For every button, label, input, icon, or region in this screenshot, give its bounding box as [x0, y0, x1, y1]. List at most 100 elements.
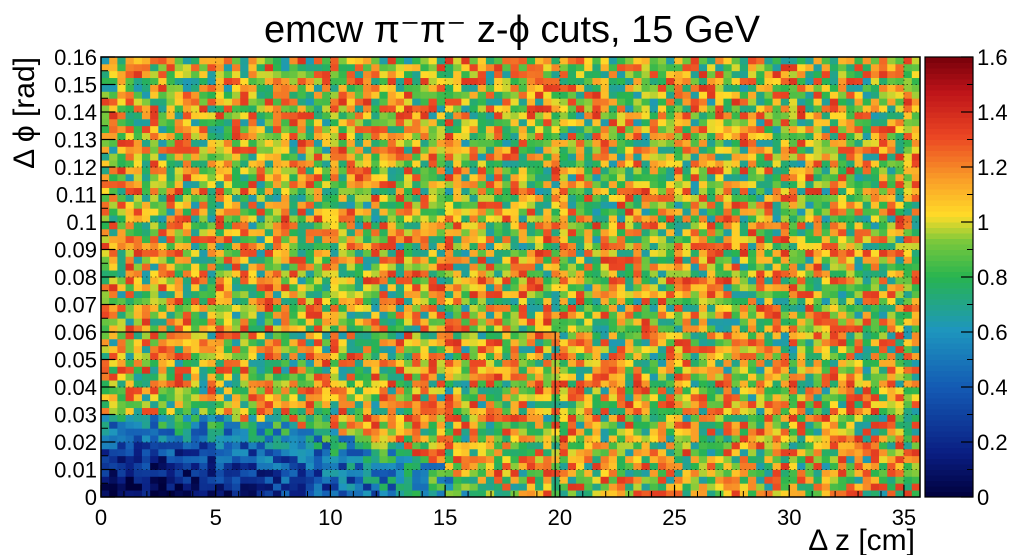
- heatmap-cell: [363, 139, 372, 147]
- heatmap-cell: [395, 311, 405, 319]
- heatmap-cell: [690, 57, 700, 65]
- heatmap-cell: [600, 311, 610, 319]
- heatmap-cell: [584, 187, 593, 195]
- heatmap-cell: [616, 77, 626, 85]
- heatmap-cell: [567, 153, 577, 161]
- heatmap-cell: [436, 91, 446, 99]
- heatmap-cell: [567, 435, 577, 443]
- heatmap-cell: [199, 63, 208, 72]
- heatmap-cell: [559, 490, 569, 498]
- heatmap-cell: [444, 98, 454, 106]
- heatmap-cell: [371, 442, 380, 450]
- heatmap-cell: [428, 277, 438, 285]
- heatmap-cell: [363, 428, 372, 436]
- heatmap-cell: [395, 490, 405, 498]
- heatmap-cell: [633, 490, 642, 498]
- heatmap-cell: [608, 283, 618, 292]
- heatmap-cell: [690, 359, 700, 367]
- heatmap-cell: [101, 139, 110, 147]
- heatmap-cell: [305, 297, 315, 305]
- heatmap-cell: [674, 490, 683, 498]
- heatmap-cell: [223, 256, 233, 264]
- heatmap-cell: [428, 393, 438, 402]
- heatmap-cell: [625, 435, 634, 443]
- heatmap-cell: [354, 125, 364, 134]
- heatmap-cell: [502, 373, 511, 381]
- heatmap-cell: [281, 277, 290, 285]
- heatmap-cell: [174, 98, 184, 106]
- heatmap-cell: [510, 311, 520, 319]
- heatmap-cell: [338, 318, 348, 326]
- heatmap-cell: [682, 222, 692, 230]
- heatmap-cell: [584, 146, 593, 154]
- heatmap-cell: [477, 208, 487, 216]
- heatmap-cell: [363, 359, 372, 367]
- heatmap-cell: [576, 77, 585, 85]
- heatmap-cell: [379, 57, 389, 65]
- heatmap-cell: [526, 77, 536, 85]
- heatmap-cell: [281, 222, 290, 230]
- heatmap-cell: [731, 105, 741, 113]
- heatmap-cell: [109, 57, 118, 65]
- heatmap-cell: [428, 167, 438, 175]
- heatmap-cell: [633, 201, 642, 209]
- heatmap-cell: [207, 338, 217, 347]
- heatmap-cell: [535, 373, 544, 381]
- heatmap-cell: [576, 160, 585, 168]
- heatmap-cell: [141, 263, 151, 271]
- heatmap-cell: [535, 70, 544, 79]
- heatmap-cell: [559, 77, 569, 85]
- heatmap-cell: [453, 283, 462, 292]
- heatmap-cell: [551, 318, 561, 326]
- heatmap-cell: [567, 373, 577, 381]
- heatmap-cell: [584, 490, 593, 498]
- heatmap-cell: [313, 366, 323, 374]
- heatmap-cell: [248, 70, 258, 79]
- heatmap-cell: [363, 345, 372, 354]
- heatmap-cell: [584, 208, 593, 216]
- heatmap-cell: [109, 421, 118, 429]
- heatmap-cell: [248, 297, 258, 305]
- heatmap-cell: [240, 118, 249, 127]
- heatmap-cell: [510, 57, 520, 65]
- heatmap-cell: [199, 476, 208, 484]
- heatmap-cell: [182, 98, 192, 106]
- heatmap-cell: [428, 70, 438, 79]
- heatmap-cell: [633, 359, 642, 367]
- heatmap-cell: [330, 98, 339, 106]
- heatmap-cell: [666, 235, 675, 244]
- heatmap-cell: [510, 249, 520, 257]
- heatmap-cell: [641, 84, 651, 92]
- heatmap-cell: [232, 277, 241, 285]
- heatmap-cell: [264, 483, 274, 491]
- heatmap-cell: [117, 428, 126, 436]
- heatmap-cell: [240, 215, 249, 223]
- heatmap-cell: [461, 208, 470, 216]
- heatmap-cell: [494, 380, 503, 388]
- heatmap-cell: [502, 256, 511, 264]
- heatmap-cell: [649, 380, 659, 388]
- heatmap-cell: [240, 428, 249, 436]
- heatmap-cell: [101, 98, 110, 106]
- heatmap-cell: [428, 125, 438, 134]
- heatmap-cell: [158, 400, 167, 409]
- heatmap-cell: [477, 400, 487, 409]
- heatmap-cell: [461, 345, 470, 354]
- heatmap-cell: [404, 373, 413, 381]
- heatmap-cell: [616, 462, 626, 470]
- heatmap-cell: [698, 77, 708, 85]
- heatmap-cell: [494, 290, 503, 299]
- heatmap-cell: [191, 332, 200, 340]
- heatmap-cell: [338, 304, 348, 312]
- heatmap-cell: [625, 297, 634, 305]
- heatmap-cell: [453, 187, 462, 195]
- heatmap-cell: [199, 366, 208, 374]
- heatmap-cell: [518, 332, 528, 340]
- heatmap-cell: [182, 442, 192, 450]
- heatmap-cell: [616, 277, 626, 285]
- heatmap-cell: [559, 290, 569, 299]
- heatmap-cell: [657, 160, 667, 168]
- heatmap-cell: [256, 91, 266, 99]
- heatmap-cell: [707, 380, 716, 388]
- heatmap-cell: [330, 201, 339, 209]
